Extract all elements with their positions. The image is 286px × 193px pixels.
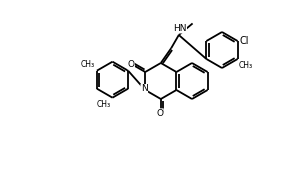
Text: CH₃: CH₃: [96, 100, 110, 109]
Text: Cl: Cl: [240, 36, 249, 46]
Text: N: N: [141, 85, 148, 93]
Text: HN: HN: [173, 24, 186, 33]
Text: O: O: [128, 60, 134, 69]
Text: CH₃: CH₃: [239, 61, 253, 70]
Text: O: O: [156, 109, 163, 118]
Text: CH₃: CH₃: [81, 60, 95, 69]
